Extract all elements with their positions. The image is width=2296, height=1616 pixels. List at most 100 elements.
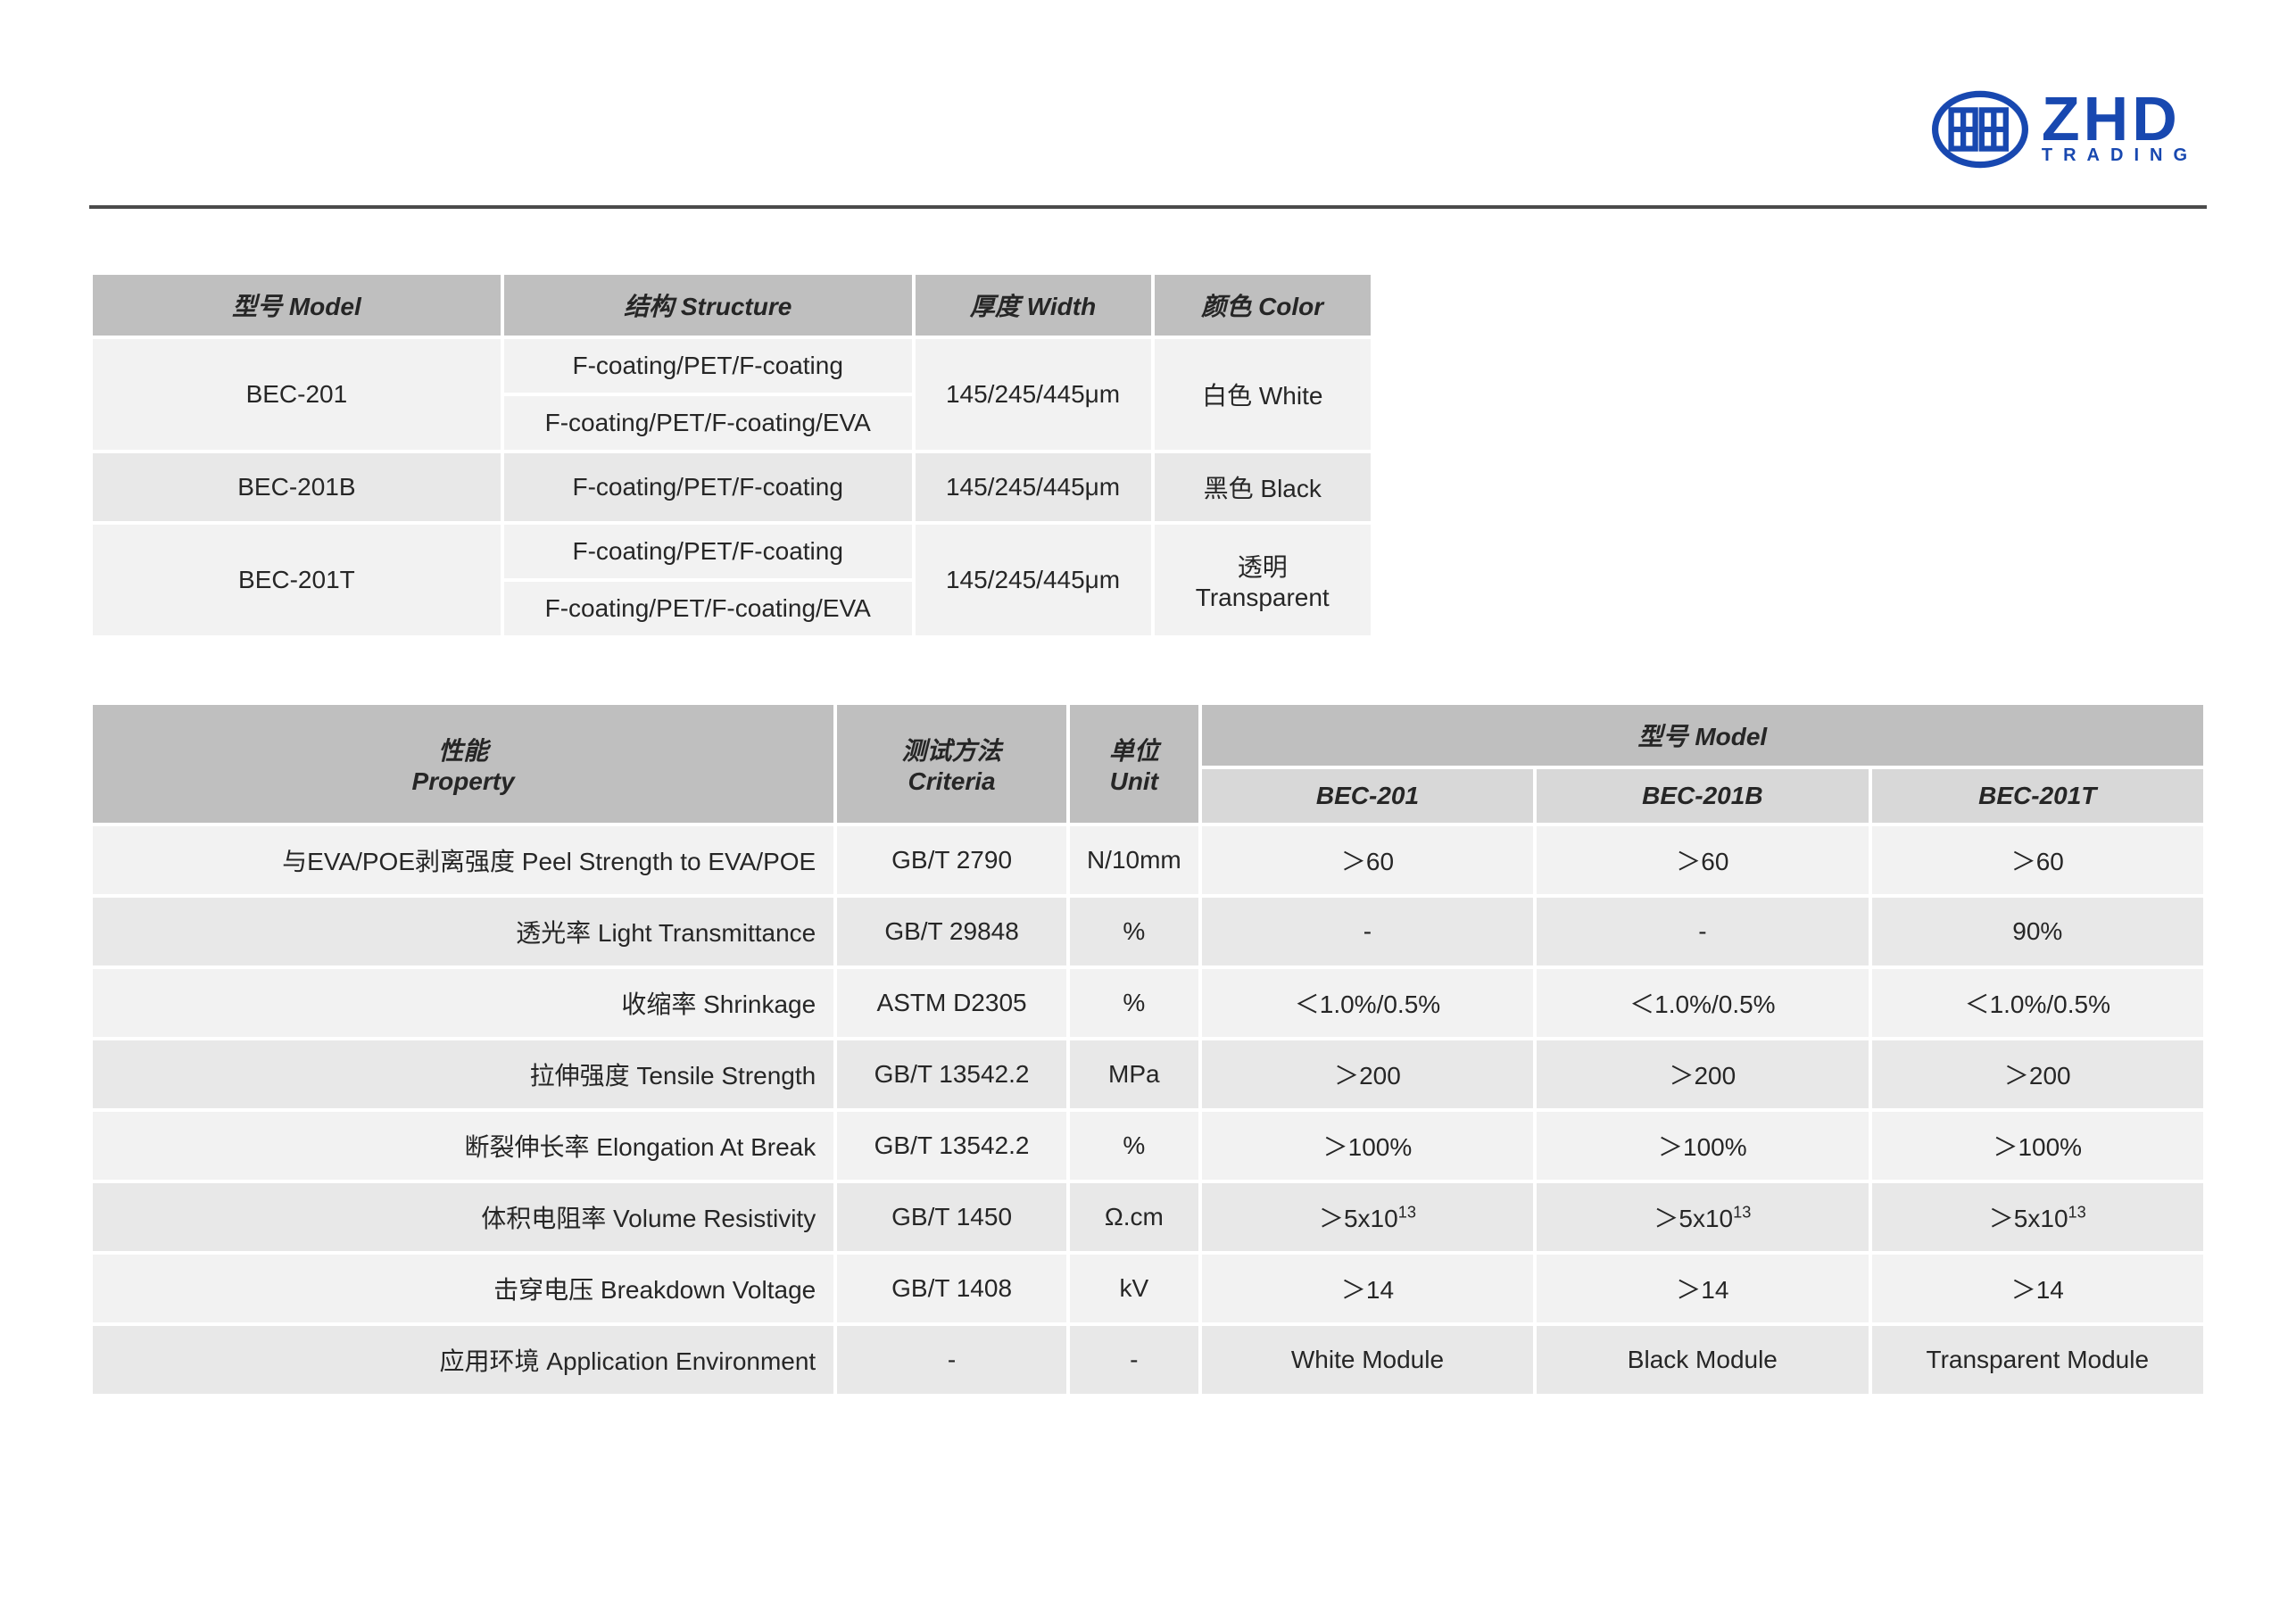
cell-v1: White Module	[1200, 1324, 1535, 1396]
cell-criteria: GB/T 1408	[835, 1253, 1068, 1324]
cell-v1: ＜1.0%/0.5%	[1200, 967, 1535, 1039]
cell-v3: Transparent Module	[1870, 1324, 2205, 1396]
th-m2: BEC-201B	[1535, 767, 1869, 825]
cell-v3: ＞5x1013	[1870, 1181, 2205, 1253]
cell-structure: F-coating/PET/F-coating	[502, 337, 914, 394]
th-unit: 单位 Unit	[1068, 703, 1200, 825]
cell-v1: ＞100%	[1200, 1110, 1535, 1181]
cell-unit: N/10mm	[1068, 825, 1200, 896]
th-model-group: 型号 Model	[1200, 703, 2205, 767]
cell-v1: -	[1200, 896, 1535, 967]
cell-structure: F-coating/PET/F-coating/EVA	[502, 580, 914, 637]
table-row: BEC-201F-coating/PET/F-coating145/245/44…	[91, 337, 1372, 394]
cell-width: 145/245/445μm	[914, 452, 1153, 523]
cell-criteria: ASTM D2305	[835, 967, 1068, 1039]
table-row: 体积电阻率 Volume ResistivityGB/T 1450Ω.cm＞5x…	[91, 1181, 2205, 1253]
table-header-row: 性能 Property 测试方法 Criteria 单位 Unit 型号 Mod…	[91, 703, 2205, 767]
cell-criteria: GB/T 29848	[835, 896, 1068, 967]
cell-v3: ＞60	[1870, 825, 2205, 896]
cell-unit: MPa	[1068, 1039, 1200, 1110]
cell-unit: %	[1068, 967, 1200, 1039]
table-row: 击穿电压 Breakdown VoltageGB/T 1408kV＞14＞14＞…	[91, 1253, 2205, 1324]
logo-brand: ZHD	[2042, 93, 2181, 146]
table-row: 拉伸强度 Tensile StrengthGB/T 13542.2MPa＞200…	[91, 1039, 2205, 1110]
cell-unit: -	[1068, 1324, 1200, 1396]
cell-criteria: GB/T 2790	[835, 825, 1068, 896]
table-row: 应用环境 Application Environment--White Modu…	[91, 1324, 2205, 1396]
cell-unit: kV	[1068, 1253, 1200, 1324]
cell-unit: Ω.cm	[1068, 1181, 1200, 1253]
cell-criteria: -	[835, 1324, 1068, 1396]
th-property-cn: 性能	[438, 737, 488, 765]
th-unit-en: Unit	[1110, 767, 1158, 795]
cell-color: 黑色 Black	[1153, 452, 1373, 523]
cell-v1: ＞14	[1200, 1253, 1535, 1324]
cell-structure: F-coating/PET/F-coating	[502, 523, 914, 580]
cell-criteria: GB/T 1450	[835, 1181, 1068, 1253]
cell-property: 拉伸强度 Tensile Strength	[91, 1039, 835, 1110]
cell-v3: ＞200	[1870, 1039, 2205, 1110]
th-color: 颜色 Color	[1153, 273, 1373, 337]
th-property: 性能 Property	[91, 703, 835, 825]
cell-property: 与EVA/POE剥离强度 Peel Strength to EVA/POE	[91, 825, 835, 896]
properties-table: 性能 Property 测试方法 Criteria 单位 Unit 型号 Mod…	[89, 701, 2207, 1397]
cell-color: 白色 White	[1153, 337, 1373, 452]
logo-row: ZHD TRADING	[89, 89, 2207, 196]
table-header-row: 型号 Model 结构 Structure 厚度 Width 颜色 Color	[91, 273, 1372, 337]
cell-width: 145/245/445μm	[914, 337, 1153, 452]
table-row: 与EVA/POE剥离强度 Peel Strength to EVA/POEGB/…	[91, 825, 2205, 896]
table-row: BEC-201BF-coating/PET/F-coating145/245/4…	[91, 452, 1372, 523]
cell-property: 透光率 Light Transmittance	[91, 896, 835, 967]
cell-v2: ＞100%	[1535, 1110, 1869, 1181]
th-m3: BEC-201T	[1870, 767, 2205, 825]
cell-v2: ＞60	[1535, 825, 1869, 896]
cell-criteria: GB/T 13542.2	[835, 1110, 1068, 1181]
th-criteria-cn: 测试方法	[902, 737, 1002, 765]
cell-property: 应用环境 Application Environment	[91, 1324, 835, 1396]
cell-v2: ＜1.0%/0.5%	[1535, 967, 1869, 1039]
content: 型号 Model 结构 Structure 厚度 Width 颜色 Color …	[89, 271, 2207, 1397]
th-structure: 结构 Structure	[502, 273, 914, 337]
th-criteria: 测试方法 Criteria	[835, 703, 1068, 825]
table-row: 透光率 Light TransmittanceGB/T 29848%--90%	[91, 896, 2205, 967]
cell-property: 收缩率 Shrinkage	[91, 967, 835, 1039]
cell-v1: ＞5x1013	[1200, 1181, 1535, 1253]
cell-model: BEC-201	[91, 337, 502, 452]
cell-structure: F-coating/PET/F-coating	[502, 452, 914, 523]
logo: ZHD TRADING	[1931, 89, 2198, 170]
cell-v2: ＞14	[1535, 1253, 1869, 1324]
divider	[89, 205, 2207, 209]
th-unit-cn: 单位	[1109, 737, 1159, 765]
th-width: 厚度 Width	[914, 273, 1153, 337]
th-model: 型号 Model	[91, 273, 502, 337]
cell-property: 断裂伸长率 Elongation At Break	[91, 1110, 835, 1181]
cell-unit: %	[1068, 1110, 1200, 1181]
cell-v3: 90%	[1870, 896, 2205, 967]
cell-v1: ＞60	[1200, 825, 1535, 896]
cell-v2: ＞5x1013	[1535, 1181, 1869, 1253]
th-property-en: Property	[412, 767, 515, 795]
cell-v1: ＞200	[1200, 1039, 1535, 1110]
table-row: BEC-201TF-coating/PET/F-coating145/245/4…	[91, 523, 1372, 580]
cell-v2: ＞200	[1535, 1039, 1869, 1110]
cell-property: 击穿电压 Breakdown Voltage	[91, 1253, 835, 1324]
cell-model: BEC-201B	[91, 452, 502, 523]
cell-width: 145/245/445μm	[914, 523, 1153, 637]
cell-v3: ＜1.0%/0.5%	[1870, 967, 2205, 1039]
cell-v2: Black Module	[1535, 1324, 1869, 1396]
cell-structure: F-coating/PET/F-coating/EVA	[502, 394, 914, 452]
cell-model: BEC-201T	[91, 523, 502, 637]
logo-icon	[1931, 89, 2029, 170]
cell-property: 体积电阻率 Volume Resistivity	[91, 1181, 835, 1253]
logo-sub: TRADING	[2042, 145, 2198, 166]
cell-v2: -	[1535, 896, 1869, 967]
models-table: 型号 Model 结构 Structure 厚度 Width 颜色 Color …	[89, 271, 1374, 639]
table-row: 收缩率 ShrinkageASTM D2305%＜1.0%/0.5%＜1.0%/…	[91, 967, 2205, 1039]
th-m1: BEC-201	[1200, 767, 1535, 825]
cell-criteria: GB/T 13542.2	[835, 1039, 1068, 1110]
table-row: 断裂伸长率 Elongation At BreakGB/T 13542.2%＞1…	[91, 1110, 2205, 1181]
cell-unit: %	[1068, 896, 1200, 967]
cell-v3: ＞100%	[1870, 1110, 2205, 1181]
logo-text: ZHD TRADING	[2042, 93, 2198, 167]
th-criteria-en: Criteria	[908, 767, 996, 795]
